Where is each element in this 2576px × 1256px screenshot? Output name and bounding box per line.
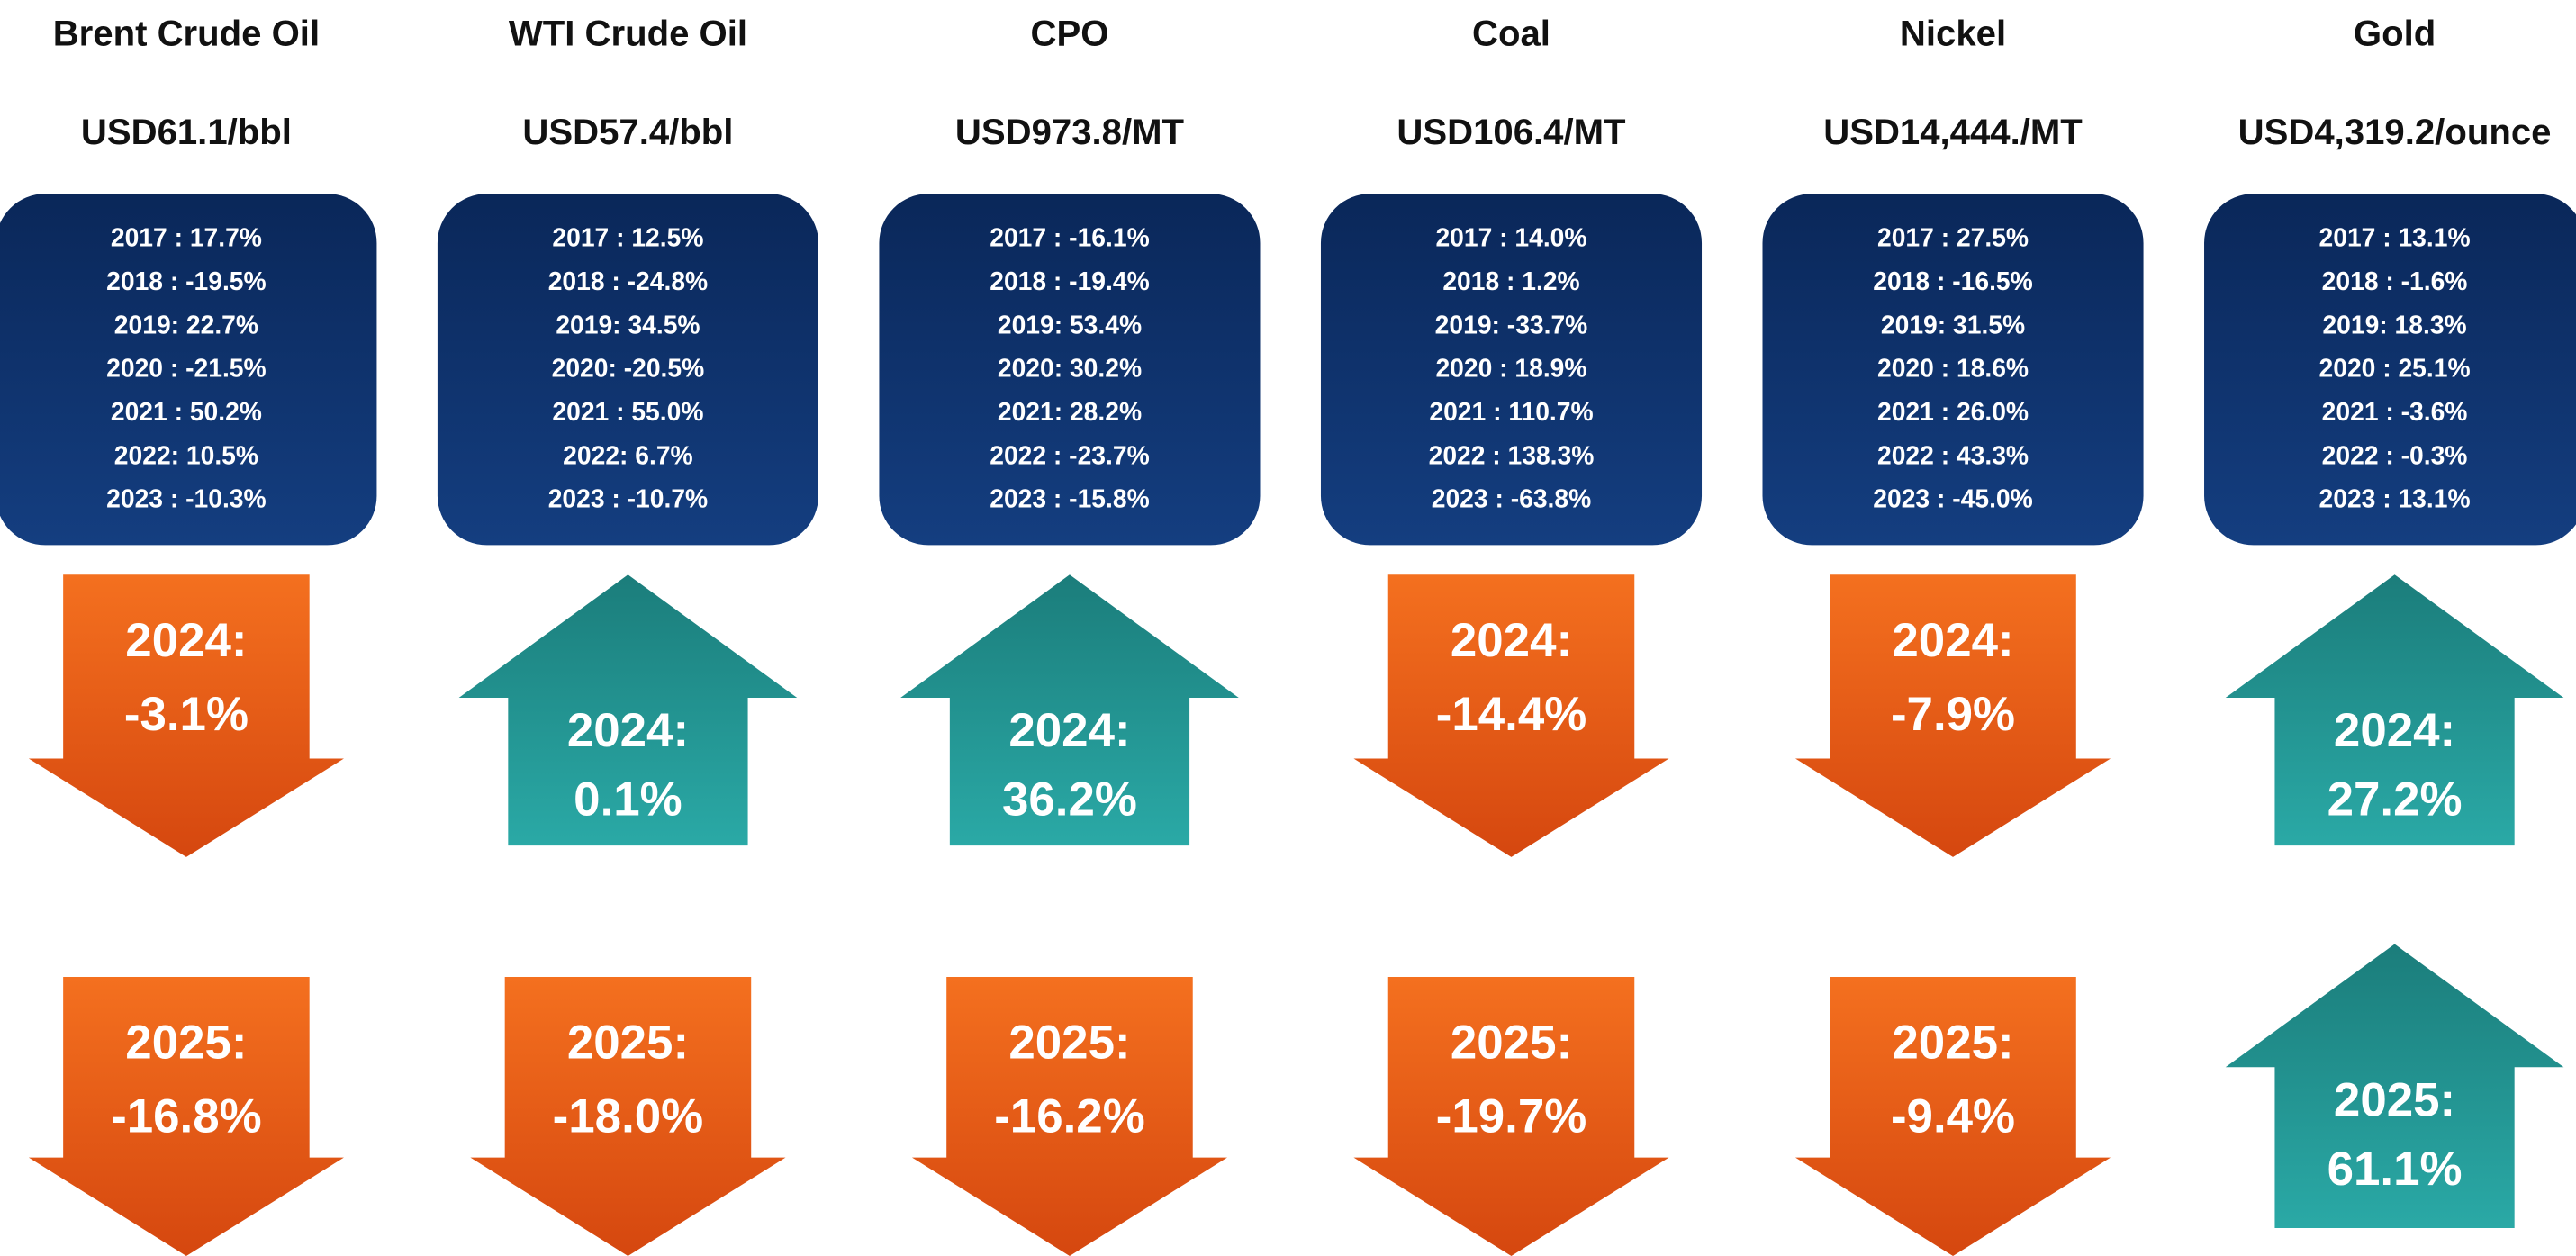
arrow-year: 2024: — [1892, 614, 2013, 667]
history-line: 2018 : -24.8% — [548, 267, 708, 295]
arrow-value: -16.2% — [994, 1090, 1145, 1143]
down-arrow — [1353, 574, 1669, 857]
history-line: 2017 : 13.1% — [2319, 223, 2471, 252]
history-line: 2020: -20.5% — [552, 354, 705, 383]
history-line: 2021 : 110.7% — [1429, 397, 1593, 426]
history-line: 2018 : -1.6% — [2322, 267, 2468, 295]
down-arrow — [470, 977, 786, 1256]
commodity-price: USD61.1/bbl — [81, 113, 292, 152]
history-line: 2017 : 14.0% — [1435, 223, 1586, 252]
commodity-name: Brent Crude Oil — [53, 14, 320, 54]
history-line: 2023 : -45.0% — [1873, 484, 2032, 513]
arrow-year: 2024: — [567, 704, 689, 757]
commodity-name: Gold — [2354, 14, 2436, 54]
commodity-name: CPO — [1031, 14, 1109, 54]
history-line: 2023 : -10.3% — [106, 484, 266, 513]
history-line: 2021: 28.2% — [998, 397, 1142, 426]
arrow-value: -18.0% — [553, 1090, 704, 1143]
history-line: 2021 : -3.6% — [2322, 397, 2468, 426]
history-line: 2019: -33.7% — [1435, 310, 1588, 339]
history-line: 2022 : 138.3% — [1429, 440, 1595, 469]
arrow-year: 2025: — [1451, 1017, 1572, 1070]
history-line: 2020 : -21.5% — [106, 354, 266, 383]
arrow-year: 2025: — [1892, 1017, 2013, 1070]
history-line: 2022 : 43.3% — [1877, 440, 2029, 469]
history-line: 2020 : 18.6% — [1877, 354, 2029, 383]
history-line: 2017 : -16.1% — [990, 223, 1149, 252]
history-line: 2019: 34.5% — [556, 310, 700, 339]
history-line: 2018 : -16.5% — [1873, 267, 2032, 295]
down-arrow — [1794, 977, 2111, 1256]
arrow-value: 0.1% — [574, 773, 682, 827]
history-box — [437, 194, 818, 546]
history-line: 2020: 30.2% — [998, 354, 1142, 383]
history-line: 2021 : 55.0% — [552, 397, 703, 426]
arrow-value: -3.1% — [124, 688, 249, 741]
arrow-value: 61.1% — [2327, 1143, 2463, 1196]
arrow-year: 2024: — [1008, 704, 1130, 757]
arrow-year: 2025: — [2334, 1073, 2455, 1126]
history-line: 2023 : -63.8% — [1432, 484, 1591, 513]
up-arrow — [2225, 574, 2564, 846]
history-box — [2204, 194, 2576, 546]
down-arrow — [28, 574, 344, 857]
history-line: 2023 : -10.7% — [548, 484, 708, 513]
history-line: 2017 : 12.5% — [552, 223, 703, 252]
commodity-name: WTI Crude Oil — [509, 14, 747, 54]
arrow-value: 27.2% — [2327, 773, 2463, 827]
history-line: 2019: 53.4% — [998, 310, 1142, 339]
arrow-value: -16.8% — [111, 1090, 262, 1143]
history-line: 2020 : 18.9% — [1435, 354, 1586, 383]
history-line: 2021 : 50.2% — [111, 397, 262, 426]
history-line: 2022 : -23.7% — [990, 440, 1149, 469]
history-line: 2019: 31.5% — [1881, 310, 2025, 339]
arrow-year: 2025: — [567, 1017, 689, 1070]
history-line: 2018 : -19.4% — [990, 267, 1149, 295]
arrow-year: 2024: — [1451, 614, 1572, 667]
history-line: 2022 : -0.3% — [2322, 440, 2468, 469]
commodity-price: USD14,444./MT — [1823, 113, 2083, 152]
arrow-value: -14.4% — [1436, 688, 1587, 741]
commodity-price: USD106.4/MT — [1396, 113, 1626, 152]
history-line: 2018 : 1.2% — [1442, 267, 1579, 295]
history-line: 2018 : -19.5% — [106, 267, 266, 295]
history-line: 2017 : 17.7% — [111, 223, 262, 252]
arrow-value: -19.7% — [1436, 1090, 1587, 1143]
arrow-value: 36.2% — [1002, 773, 1137, 827]
down-arrow — [28, 977, 344, 1256]
up-arrow — [2225, 944, 2564, 1228]
history-line: 2023 : -15.8% — [990, 484, 1149, 513]
arrow-year: 2024: — [125, 614, 247, 667]
history-line: 2019: 18.3% — [2322, 310, 2466, 339]
arrow-year: 2025: — [125, 1017, 247, 1070]
history-box — [1762, 194, 2144, 546]
down-arrow — [911, 977, 1228, 1256]
down-arrow — [1353, 977, 1669, 1256]
arrow-year: 2025: — [1008, 1017, 1130, 1070]
commodity-name: Coal — [1472, 14, 1550, 54]
commodity-price: USD57.4/bbl — [522, 113, 733, 152]
commodity-price: USD4,319.2/ounce — [2238, 113, 2552, 152]
down-arrow — [1794, 574, 2111, 857]
history-line: 2020 : 25.1% — [2319, 354, 2471, 383]
arrow-value: -9.4% — [1891, 1090, 2015, 1143]
history-line: 2021 : 26.0% — [1877, 397, 2029, 426]
arrow-value: -7.9% — [1891, 688, 2015, 741]
history-line: 2022: 6.7% — [563, 440, 693, 469]
history-line: 2019: 22.7% — [114, 310, 258, 339]
commodity-price: USD973.8/MT — [955, 113, 1185, 152]
history-box — [1320, 194, 1703, 546]
history-box — [879, 194, 1261, 546]
arrow-year: 2024: — [2334, 704, 2455, 757]
history-box — [0, 194, 377, 546]
up-arrow — [900, 574, 1239, 846]
up-arrow — [458, 574, 798, 846]
history-line: 2017 : 27.5% — [1877, 223, 2029, 252]
history-line: 2022: 10.5% — [114, 440, 258, 469]
history-line: 2023 : 13.1% — [2319, 484, 2471, 513]
commodity-name: Nickel — [1900, 14, 2006, 54]
